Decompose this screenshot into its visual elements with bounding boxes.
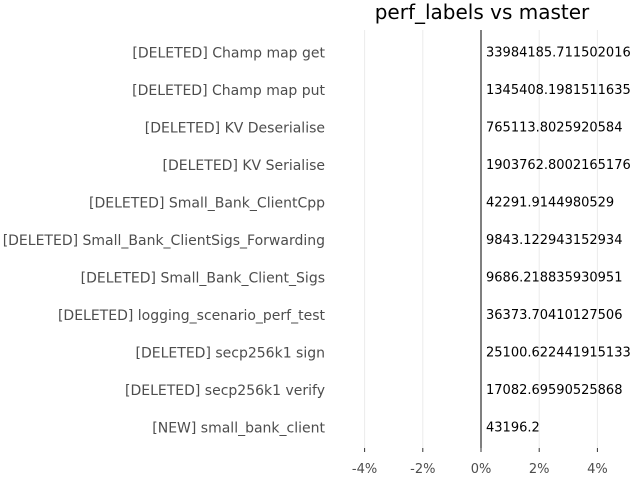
data-label: 9843.122943152934	[486, 233, 622, 248]
data-label: 17082.69590525868	[486, 383, 622, 398]
value-labels: 33984185.711502016 1345408.1981511635 7651…	[486, 46, 631, 436]
data-label: 42291.9144980529	[486, 196, 614, 211]
category-label: [DELETED] KV Serialise	[163, 158, 325, 174]
data-label: 9686.218835930951	[486, 271, 622, 286]
x-tick-label: 0%	[471, 462, 492, 477]
x-axis-ticks: -4% -2% 0% 2% 4%	[352, 448, 608, 477]
grid-lines	[364, 30, 598, 448]
data-label: 25100.622441915133	[486, 346, 631, 361]
category-label: [DELETED] Champ map put	[132, 83, 325, 99]
category-label: [DELETED] secp256k1 verify	[125, 383, 325, 399]
category-label: [DELETED] Small_Bank_ClientSigs_Forwardi…	[3, 233, 325, 249]
category-label: [DELETED] KV Deserialise	[145, 121, 325, 137]
data-label: 43196.2	[486, 421, 540, 436]
category-label: [DELETED] Small_Bank_ClientCpp	[89, 196, 325, 212]
category-label: [DELETED] logging_scenario_perf_test	[58, 308, 326, 324]
x-tick-label: 4%	[587, 462, 608, 477]
data-label: 1903762.8002165176	[486, 158, 631, 173]
x-tick-label: -4%	[352, 462, 377, 477]
chart-title: perf_labels vs master	[375, 0, 590, 24]
data-label: 33984185.711502016	[486, 46, 631, 61]
data-label: 36373.70410127506	[486, 308, 622, 323]
x-tick-label: 2%	[529, 462, 550, 477]
data-label: 1345408.1981511635	[486, 83, 631, 98]
data-label: 765113.8025920584	[486, 121, 622, 136]
category-label: [NEW] small_bank_client	[152, 421, 325, 437]
category-labels: [DELETED] Champ map get [DELETED] Champ m…	[3, 46, 326, 437]
category-label: [DELETED] secp256k1 sign	[136, 346, 325, 362]
category-label: [DELETED] Champ map get	[132, 46, 325, 62]
x-tick-label: -2%	[410, 462, 435, 477]
category-label: [DELETED] Small_Bank_Client_Sigs	[81, 271, 325, 287]
